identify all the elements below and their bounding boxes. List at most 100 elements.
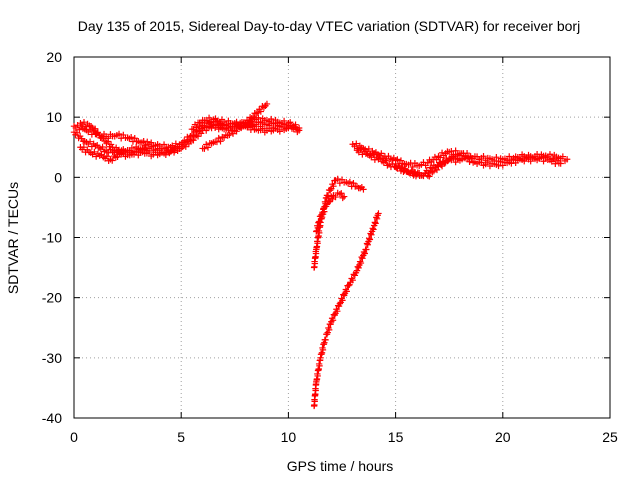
data-point xyxy=(312,387,319,394)
data-point xyxy=(359,255,366,262)
data-point xyxy=(311,398,318,405)
data-point xyxy=(364,241,371,248)
data-point xyxy=(285,124,292,132)
data-point xyxy=(257,108,265,115)
data-point xyxy=(371,219,379,226)
y-tick-label: -40 xyxy=(42,410,62,426)
data-point xyxy=(100,134,107,142)
data-point xyxy=(233,128,240,135)
data-point xyxy=(334,308,341,315)
data-point xyxy=(557,160,564,167)
data-point xyxy=(99,143,106,151)
y-tick-label: 10 xyxy=(46,109,62,125)
data-point xyxy=(201,145,208,152)
data-point xyxy=(361,250,369,257)
data-point xyxy=(338,190,345,197)
y-tick-label: 20 xyxy=(46,49,62,65)
y-tick-label: -20 xyxy=(42,290,62,306)
data-point xyxy=(322,336,329,344)
data-point xyxy=(197,130,205,137)
data-point xyxy=(394,156,401,163)
data-point xyxy=(343,288,350,295)
data-point xyxy=(329,317,337,324)
data-point xyxy=(162,151,170,158)
data-point xyxy=(229,130,237,137)
data-point xyxy=(349,276,356,284)
series-track-h xyxy=(353,146,564,180)
data-point xyxy=(107,141,115,148)
data-point xyxy=(356,258,364,265)
data-point xyxy=(145,148,153,156)
data-point xyxy=(372,220,379,227)
x-tick-label: 10 xyxy=(281,429,297,445)
data-point xyxy=(357,146,364,153)
series-track-f xyxy=(188,114,292,136)
data-point xyxy=(204,144,212,151)
data-point xyxy=(295,127,303,134)
data-point xyxy=(456,157,464,164)
data-point xyxy=(527,157,534,165)
data-point xyxy=(429,168,436,176)
data-point xyxy=(378,150,385,157)
chart-title: Day 135 of 2015, Sidereal Day-to-day VTE… xyxy=(78,18,580,34)
data-point xyxy=(339,194,346,202)
data-point xyxy=(319,346,327,354)
data-point xyxy=(325,326,333,334)
data-point xyxy=(314,372,321,380)
data-point xyxy=(336,300,344,307)
data-point xyxy=(171,147,178,154)
series-track-l xyxy=(310,210,382,410)
data-point xyxy=(103,153,111,160)
y-axis: -40 -30 -20 -10 0 10 20 xyxy=(42,49,610,426)
data-point xyxy=(324,192,332,199)
data-point xyxy=(350,179,357,187)
data-point xyxy=(330,183,337,190)
data-point xyxy=(292,124,299,131)
data-point xyxy=(409,163,416,171)
data-point xyxy=(318,211,325,219)
data-point xyxy=(480,153,487,160)
data-point xyxy=(316,362,323,370)
data-point xyxy=(193,131,200,139)
data-point xyxy=(105,149,112,156)
data-point xyxy=(124,151,131,159)
x-tick-label: 15 xyxy=(388,429,404,445)
data-point xyxy=(506,153,513,160)
data-point xyxy=(365,145,372,153)
data-point xyxy=(466,158,473,165)
data-point xyxy=(521,157,528,165)
data-point xyxy=(355,264,362,272)
data-point xyxy=(213,138,221,146)
data-point xyxy=(90,127,98,134)
data-point xyxy=(329,195,336,203)
data-point xyxy=(340,193,348,200)
data-point xyxy=(226,131,233,139)
data-point xyxy=(538,153,545,161)
data-point xyxy=(94,129,102,136)
y-axis-label: SDTVAR / TECUs xyxy=(5,182,21,294)
data-point xyxy=(382,157,389,164)
data-point xyxy=(249,113,257,121)
data-point xyxy=(395,162,403,170)
x-tick-label: 25 xyxy=(602,429,618,445)
data-point xyxy=(334,175,341,183)
data-point xyxy=(346,178,354,186)
data-point xyxy=(430,167,438,175)
data-point xyxy=(115,130,123,138)
data-point xyxy=(205,114,213,122)
data-point xyxy=(253,110,260,117)
data-point xyxy=(336,190,344,198)
series-track-d xyxy=(77,118,148,159)
data-point xyxy=(187,137,194,145)
data-point xyxy=(452,158,459,166)
data-point xyxy=(147,143,155,151)
data-point xyxy=(408,167,415,175)
data-point xyxy=(259,125,266,132)
data-point xyxy=(103,139,110,147)
data-point xyxy=(185,140,193,148)
data-point xyxy=(375,210,382,217)
data-point xyxy=(245,122,253,129)
data-point xyxy=(369,225,376,232)
data-point xyxy=(86,138,94,145)
data-point xyxy=(366,236,374,243)
